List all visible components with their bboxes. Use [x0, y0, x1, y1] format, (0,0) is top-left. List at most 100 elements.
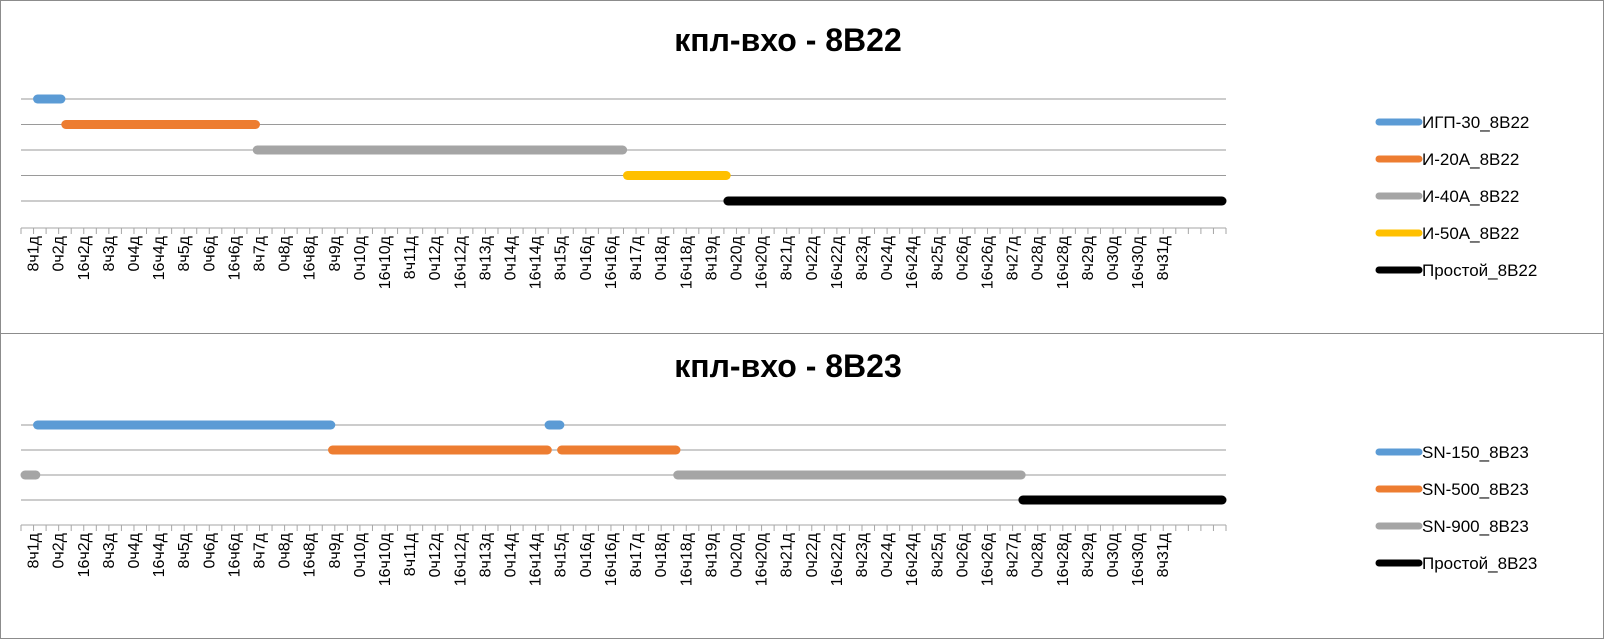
x-tick-label: 8ч23д	[854, 532, 871, 577]
x-tick-label: 16ч22д	[829, 235, 846, 289]
x-tick-label: 16ч28д	[1055, 235, 1072, 289]
x-tick-label: 16ч18д	[678, 532, 695, 586]
x-tick-label: 0ч16д	[578, 532, 595, 577]
x-tick-label: 8ч13д	[477, 235, 494, 280]
x-tick-label: 16ч14д	[528, 235, 545, 289]
x-tick-label: 8ч5д	[176, 532, 193, 568]
chart-title: кпл-вхо - 8В22	[674, 22, 901, 58]
x-tick-label: 0ч10д	[352, 235, 369, 280]
x-tick-label: 8ч29д	[1080, 532, 1097, 577]
x-tick-label: 0ч20д	[728, 235, 745, 280]
x-tick-label: 0ч10д	[352, 532, 369, 577]
x-tick-label: 16ч28д	[1055, 532, 1072, 586]
x-tick-label: 0ч16д	[578, 235, 595, 280]
legend-label: Простой_8В22	[1422, 261, 1537, 280]
x-tick-label: 8ч13д	[477, 532, 494, 577]
x-tick-label: 0ч26д	[954, 532, 971, 577]
x-tick-label: 0ч22д	[804, 532, 821, 577]
x-tick-label: 0ч20д	[728, 532, 745, 577]
x-tick-label: 16ч4д	[151, 235, 168, 280]
legend-label: Простой_8В23	[1422, 554, 1537, 573]
x-tick-label: 16ч18д	[678, 235, 695, 289]
x-tick-label: 8ч17д	[628, 235, 645, 280]
x-tick-label: 0ч12д	[427, 532, 444, 577]
x-tick-label: 0ч8д	[277, 532, 294, 568]
x-tick-label: 16ч20д	[754, 235, 771, 289]
x-tick-label: 0ч18д	[653, 532, 670, 577]
x-tick-label: 8ч21д	[779, 532, 796, 577]
x-tick-label: 16ч6д	[226, 532, 243, 577]
x-tick-label: 0ч14д	[503, 235, 520, 280]
x-tick-label: 16ч12д	[452, 235, 469, 289]
x-tick-label: 0ч4д	[126, 532, 143, 568]
x-tick-label: 16ч16д	[603, 235, 620, 289]
x-tick-label: 16ч2д	[76, 235, 93, 280]
x-tick-label: 8ч23д	[854, 235, 871, 280]
x-tick-label: 16ч10д	[377, 532, 394, 586]
x-tick-label: 8ч3д	[101, 235, 118, 271]
chart-panel-8v22: кпл-вхо - 8В22 8ч1д 0ч2д 16ч2д 8ч3д 0ч4д 16ч4…	[0, 0, 1604, 334]
chart-title: кпл-вхо - 8В23	[674, 348, 901, 384]
x-tick-label: 0ч4д	[126, 235, 143, 271]
x-tick-label: 16ч2д	[76, 532, 93, 577]
x-tick-label: 0ч6д	[201, 532, 218, 568]
legend-label: SN-500_8В23	[1422, 480, 1529, 499]
x-tick-label: 8ч11д	[402, 235, 419, 279]
x-tick-label: 8ч9д	[327, 532, 344, 568]
x-tick-label: 0ч6д	[201, 235, 218, 271]
x-tick-label: 8ч5д	[176, 235, 193, 271]
chart-8v22-svg: кпл-вхо - 8В22 8ч1д 0ч2д 16ч2д 8ч3д 0ч4д 16ч4…	[20, 22, 1537, 289]
x-tick-label: 8ч31д	[1155, 235, 1172, 280]
x-tick-label: 0ч30д	[1105, 532, 1122, 577]
x-tick-label: 8ч25д	[929, 235, 946, 280]
x-tick-label: 0ч26д	[954, 235, 971, 280]
x-tick-label: 8ч17д	[628, 532, 645, 577]
x-tick-label: 8ч1д	[26, 532, 43, 568]
x-tick-label: 0ч14д	[503, 532, 520, 577]
x-tick-label: 16ч24д	[904, 235, 921, 289]
legend-label: И-20А_8В22	[1422, 150, 1519, 169]
x-tick-label: 8ч31д	[1155, 532, 1172, 577]
x-tick-label: 0ч12д	[427, 235, 444, 280]
x-tick-label: 16ч20д	[754, 532, 771, 586]
x-tick-label: 8ч19д	[703, 532, 720, 577]
x-tick-label: 8ч19д	[703, 235, 720, 280]
x-tick-label: 16ч22д	[829, 532, 846, 586]
x-tick-label: 16ч6д	[226, 235, 243, 280]
x-tick-label: 0ч8д	[277, 235, 294, 271]
chart-panel-8v23: кпл-вхо - 8В23 8ч1д 0ч2д 16ч2д 8ч3д 0ч4д 16ч4…	[0, 333, 1604, 639]
x-tick-label: 16ч8д	[302, 532, 319, 577]
x-tick-label: 16ч30д	[1130, 532, 1147, 586]
legend-label: ИГП-30_8В22	[1422, 113, 1529, 132]
x-tick-label: 0ч22д	[804, 235, 821, 280]
x-tick-label: 8ч1д	[26, 235, 43, 271]
x-tick-label: 16ч10д	[377, 235, 394, 289]
x-tick-label: 8ч29д	[1080, 235, 1097, 280]
x-tick-label: 0ч30д	[1105, 235, 1122, 280]
x-tick-label: 8ч21д	[779, 235, 796, 280]
x-tick-label: 8ч15д	[553, 532, 570, 577]
x-tick-label: 16ч16д	[603, 532, 620, 586]
chart-8v23-svg: кпл-вхо - 8В23 8ч1д 0ч2д 16ч2д 8ч3д 0ч4д 16ч4…	[20, 348, 1537, 586]
x-tick-label: 16ч14д	[528, 532, 545, 586]
x-tick-label: 0ч28д	[1030, 532, 1047, 577]
x-tick-label: 16ч26д	[980, 532, 997, 586]
x-tick-label: 8ч7д	[251, 532, 268, 568]
x-tick-label: 16ч24д	[904, 532, 921, 586]
x-tick-label: 8ч7д	[251, 235, 268, 271]
x-tick-label: 0ч28д	[1030, 235, 1047, 280]
x-tick-label: 16ч26д	[980, 235, 997, 289]
legend-label: И-50А_8В22	[1422, 224, 1519, 243]
x-tick-label: 0ч18д	[653, 235, 670, 280]
legend-label: SN-150_8В23	[1422, 443, 1529, 462]
x-tick-label: 16ч4д	[151, 532, 168, 577]
x-tick-label: 0ч24д	[879, 532, 896, 577]
x-tick-label: 16ч30д	[1130, 235, 1147, 289]
x-tick-label: 8ч27д	[1005, 532, 1022, 577]
x-tick-label: 8ч11д	[402, 532, 419, 576]
x-tick-label: 8ч9д	[327, 235, 344, 271]
x-tick-label: 16ч12д	[452, 532, 469, 586]
x-tick-label: 0ч2д	[51, 532, 68, 568]
x-tick-label: 16ч8д	[302, 235, 319, 280]
x-tick-label: 8ч3д	[101, 532, 118, 568]
